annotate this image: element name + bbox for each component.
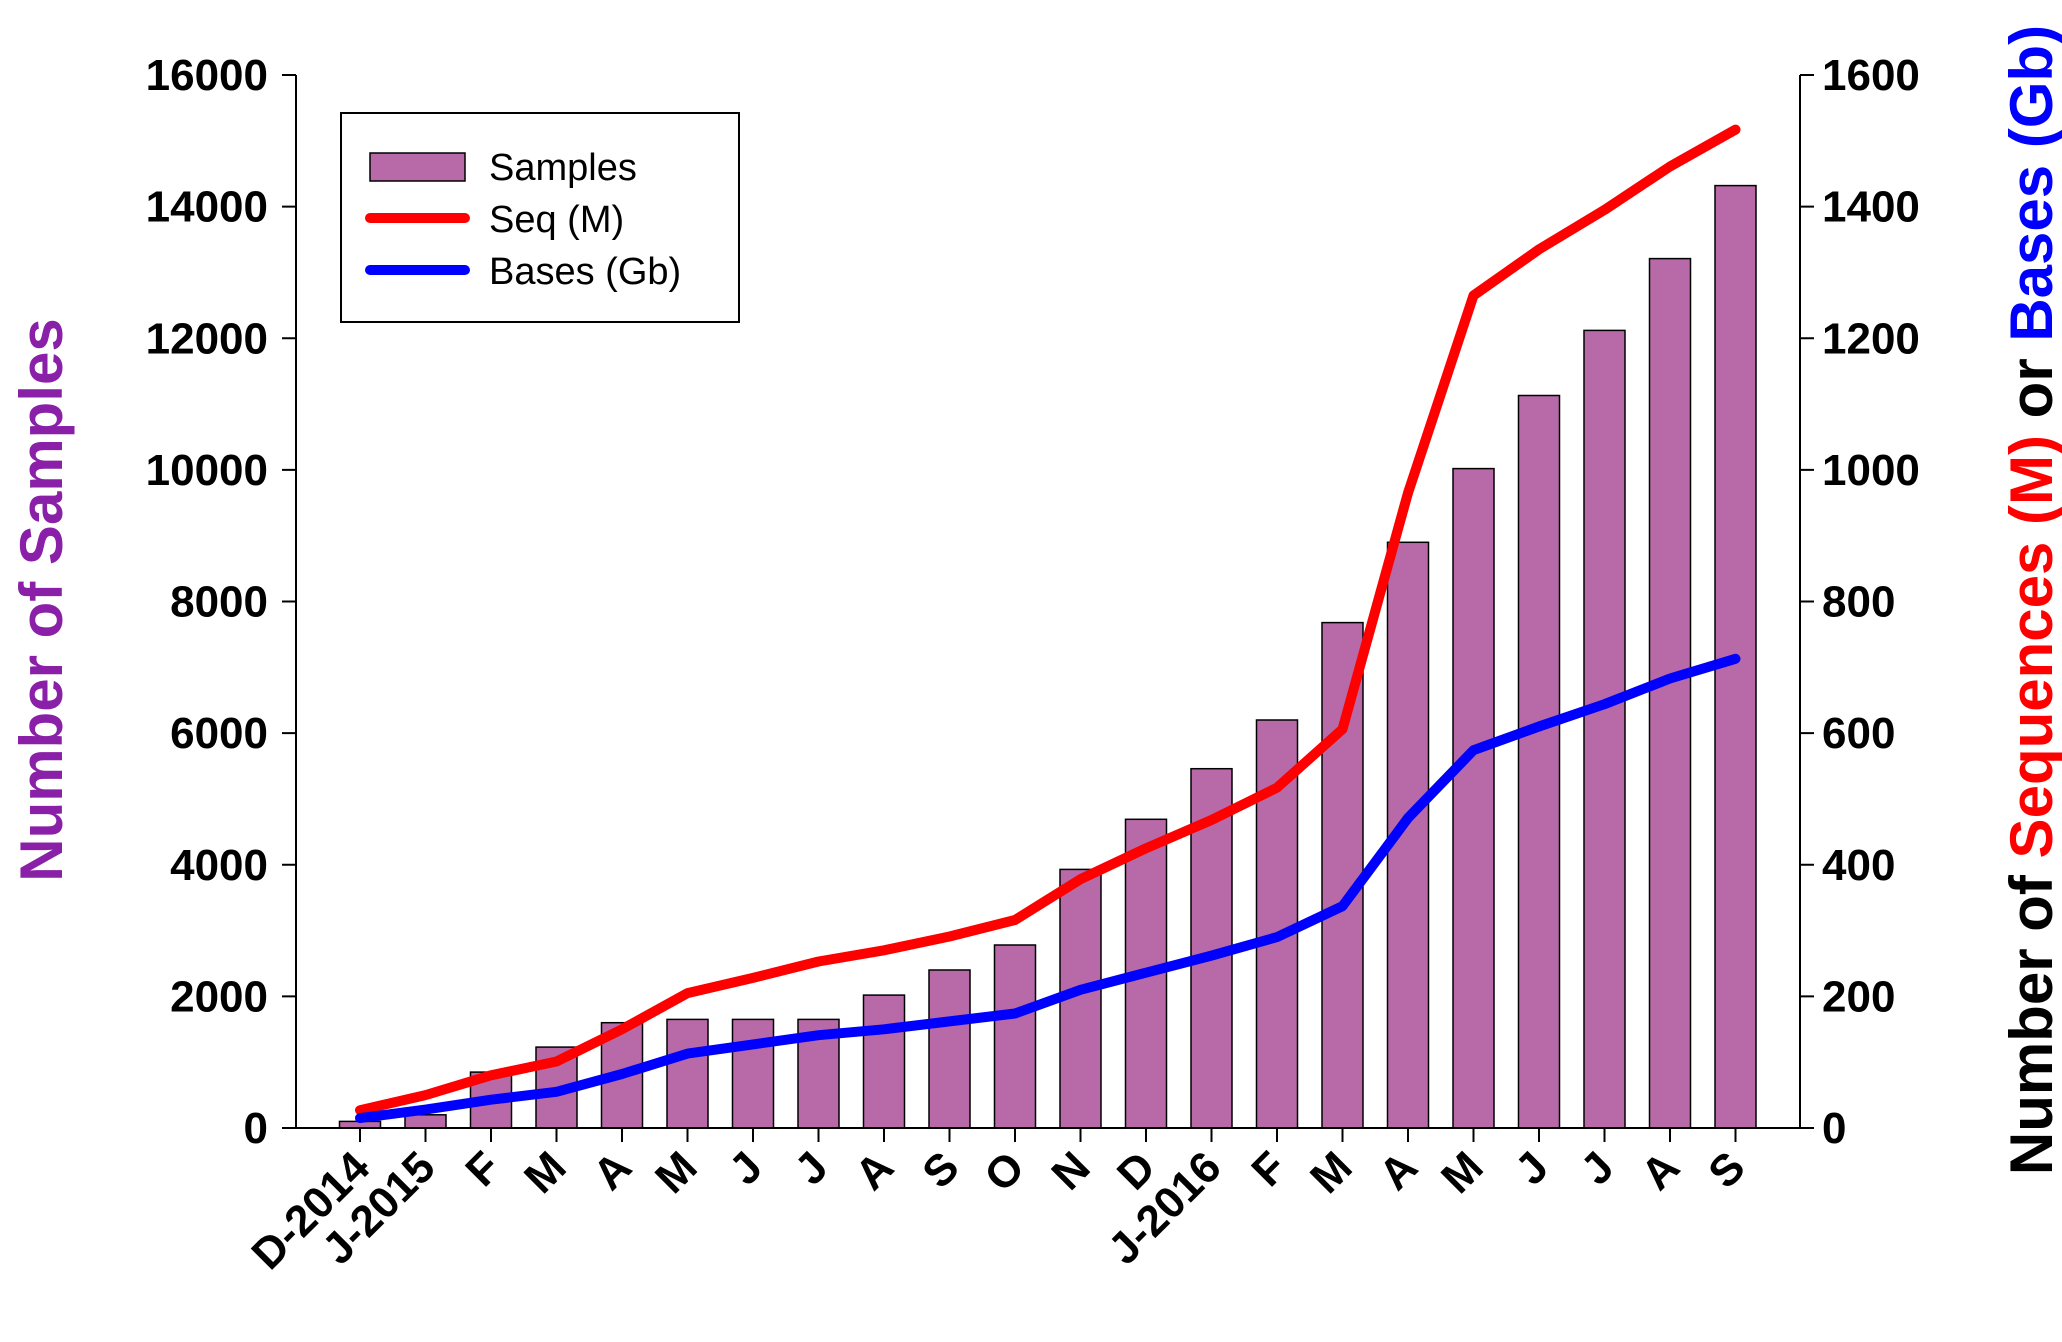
bar-samples-15 [1321,621,1364,1129]
legend-label-seq: Seq (M) [489,199,624,241]
right-axis-title-part-4: Bases [1998,165,2062,342]
right-axis-title-part-0: Number of [1998,858,2062,1175]
right-tick-label-1: 200 [1822,972,1895,1021]
right-axis-ticks: 0 200 400 600 800 1000 1200 1400 1600 [1800,51,1920,1153]
left-tick-label-6: 12000 [146,314,268,363]
right-axis-title-part-2: (M) [1998,435,2062,542]
right-tick-label-2: 400 [1822,841,1895,890]
left-axis-title: Number of Samples [8,318,75,881]
bar-samples-8 [862,994,906,1129]
right-tick-label-4: 800 [1822,578,1895,627]
left-tick-label-5: 10000 [146,446,268,495]
left-tick-label-1: 2000 [170,972,268,1021]
line-series [355,124,1741,1124]
bar-samples-5 [666,1018,709,1129]
line-bases [355,653,1741,1124]
bar-series-samples [338,184,1757,1129]
left-tick-label-4: 8000 [170,578,268,627]
right-axis-title-part-1: Sequences [1998,542,2062,859]
right-axis-title-part-3: or [1998,342,2062,435]
right-axis-title: Number of Sequences (M) or Bases (Gb) [1998,25,2062,1175]
right-tick-label-8: 1600 [1822,51,1920,100]
left-tick-label-7: 14000 [146,183,268,232]
legend: Samples Seq (M) Bases (Gb) [340,112,740,323]
right-tick-label-5: 1000 [1822,446,1920,495]
left-axis-ticks: 0 2000 4000 6000 8000 10000 12000 14000 16000 [146,51,296,1153]
right-tick-label-3: 600 [1822,709,1895,758]
right-tick-label-6: 1200 [1822,314,1920,363]
left-tick-label-2: 4000 [170,841,268,890]
legend-label-samples: Samples [489,147,637,189]
left-tick-label-3: 6000 [170,709,268,758]
bar-samples-20 [1648,257,1692,1129]
left-tick-label-8: 16000 [146,51,268,100]
right-tick-label-0: 0 [1822,1104,1846,1153]
bar-samples-17 [1452,467,1495,1129]
legend-label-bases: Bases (Gb) [489,251,681,293]
bar-samples-9 [928,969,971,1129]
right-axis-title-part-5: (Gb) [1998,25,2062,165]
bar-samples-1 [404,1114,447,1129]
legend-swatch-samples [369,152,466,182]
line-seq [355,124,1741,1116]
left-tick-label-0: 0 [244,1104,268,1153]
bar-samples-18 [1517,394,1561,1129]
bar-samples-6 [731,1018,775,1129]
bar-samples-19 [1583,329,1626,1129]
bar-samples-10 [993,944,1037,1129]
right-tick-label-7: 1400 [1822,183,1920,232]
